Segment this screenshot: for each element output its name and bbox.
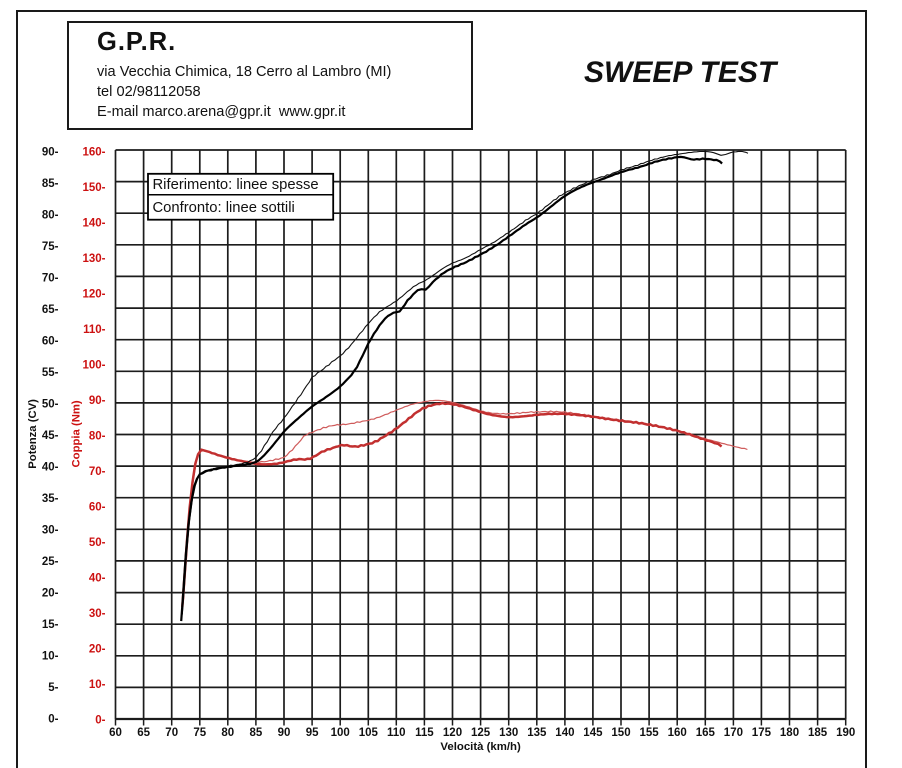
svg-text:100-: 100- [82, 360, 105, 372]
svg-text:105: 105 [359, 727, 379, 739]
svg-text:5-: 5- [48, 682, 58, 694]
svg-text:155: 155 [640, 727, 660, 739]
svg-text:190: 190 [836, 727, 855, 739]
svg-text:185: 185 [808, 727, 828, 739]
svg-text:70: 70 [165, 727, 178, 739]
svg-text:60-: 60- [89, 502, 106, 514]
svg-text:25-: 25- [42, 556, 59, 568]
svg-text:160: 160 [668, 727, 687, 739]
svg-text:115: 115 [415, 727, 434, 739]
svg-text:0-: 0- [95, 715, 105, 727]
svg-text:70-: 70- [89, 466, 106, 478]
svg-text:95: 95 [306, 727, 319, 739]
svg-text:Velocità (km/h): Velocità (km/h) [440, 741, 521, 753]
svg-text:60: 60 [109, 727, 122, 739]
svg-text:20-: 20- [42, 588, 59, 600]
svg-text:45-: 45- [42, 430, 59, 442]
svg-text:55-: 55- [42, 367, 59, 379]
svg-text:50-: 50- [42, 399, 59, 411]
svg-text:75: 75 [193, 727, 206, 739]
svg-text:100: 100 [331, 727, 350, 739]
svg-text:130: 130 [499, 727, 518, 739]
svg-text:90-: 90- [89, 395, 106, 407]
svg-text:150: 150 [611, 727, 630, 739]
svg-text:80: 80 [221, 727, 234, 739]
svg-text:Potenza (CV): Potenza (CV) [27, 399, 39, 469]
svg-text:110: 110 [387, 727, 406, 739]
svg-text:120-: 120- [82, 289, 105, 301]
svg-text:65: 65 [137, 727, 150, 739]
svg-text:85-: 85- [42, 178, 59, 190]
svg-text:110-: 110- [83, 324, 106, 336]
svg-text:130-: 130- [82, 253, 105, 265]
svg-text:160-: 160- [82, 147, 105, 159]
svg-text:80-: 80- [89, 431, 106, 443]
svg-text:20-: 20- [89, 644, 106, 656]
svg-text:80-: 80- [42, 210, 59, 222]
svg-text:175: 175 [752, 727, 772, 739]
svg-text:165: 165 [696, 727, 716, 739]
svg-text:15-: 15- [42, 619, 59, 631]
svg-text:180: 180 [780, 727, 799, 739]
svg-text:135: 135 [527, 727, 547, 739]
svg-text:Coppia (Nm): Coppia (Nm) [70, 400, 82, 467]
svg-text:170: 170 [724, 727, 743, 739]
svg-text:10-: 10- [89, 679, 106, 691]
svg-text:120: 120 [443, 727, 462, 739]
svg-text:30-: 30- [42, 525, 59, 537]
svg-text:70-: 70- [42, 273, 59, 285]
svg-text:150-: 150- [82, 182, 105, 194]
svg-text:0-: 0- [48, 714, 58, 726]
svg-text:75-: 75- [42, 241, 59, 253]
svg-text:85: 85 [250, 727, 263, 739]
svg-text:90-: 90- [42, 147, 59, 159]
svg-text:30-: 30- [89, 608, 106, 620]
svg-text:40-: 40- [89, 573, 106, 585]
svg-text:140-: 140- [82, 218, 105, 230]
svg-text:Riferimento: linee spesse: Riferimento: linee spesse [153, 177, 319, 193]
svg-text:35-: 35- [42, 493, 59, 505]
svg-text:60-: 60- [42, 336, 59, 348]
svg-text:Confronto: linee sottili: Confronto: linee sottili [153, 200, 295, 216]
svg-text:65-: 65- [42, 304, 59, 316]
svg-text:140: 140 [555, 727, 574, 739]
svg-text:125: 125 [471, 727, 491, 739]
svg-text:90: 90 [278, 727, 291, 739]
svg-text:50-: 50- [89, 537, 106, 549]
svg-text:40-: 40- [42, 462, 59, 474]
svg-text:10-: 10- [42, 651, 59, 663]
svg-text:145: 145 [583, 727, 603, 739]
